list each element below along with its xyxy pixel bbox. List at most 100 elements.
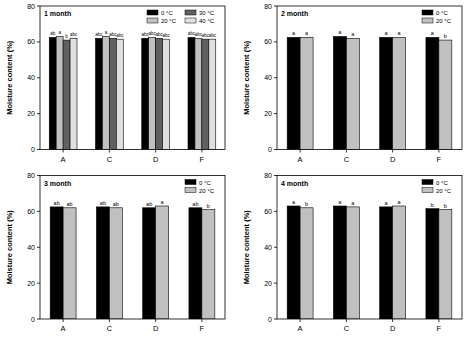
legend-label: 0 °C xyxy=(199,180,211,186)
y-tick xyxy=(274,113,277,114)
bar xyxy=(116,39,123,149)
y-tick xyxy=(37,149,40,150)
y-tick-label: 40 xyxy=(264,244,272,251)
y-axis-label: Moisture content (%) xyxy=(242,40,251,115)
significance-letter: a xyxy=(351,31,355,37)
panel: 020406080Moisture content (%)AaaCaaDaaFa… xyxy=(242,3,462,164)
bar xyxy=(189,208,202,319)
bar xyxy=(426,209,439,319)
bars xyxy=(287,36,452,149)
y-tick xyxy=(274,6,277,7)
x-tick-label: F xyxy=(437,155,442,164)
bar xyxy=(96,38,103,149)
bars xyxy=(49,36,216,149)
bar xyxy=(333,36,346,149)
significance-letter: abc xyxy=(162,33,170,38)
legend-swatch xyxy=(185,188,196,193)
x-tick-label: D xyxy=(390,324,396,333)
y-tick-label: 80 xyxy=(264,172,272,179)
y-tick xyxy=(37,41,40,42)
x-tick-label: A xyxy=(61,324,66,333)
legend-swatch xyxy=(185,18,196,23)
bar xyxy=(333,206,346,319)
significance-letter: a xyxy=(292,30,296,36)
bar xyxy=(49,37,56,149)
bar xyxy=(63,208,76,319)
significance-letter: abc xyxy=(209,33,217,38)
legend-label: 0 °C xyxy=(436,10,448,16)
y-tick xyxy=(274,77,277,78)
x-tick-label: F xyxy=(200,324,205,333)
bar xyxy=(300,208,313,319)
x-tick-label: D xyxy=(153,324,159,333)
legend-swatch xyxy=(422,188,433,193)
y-tick-label: 0 xyxy=(268,316,272,323)
x-tick xyxy=(201,319,202,322)
y-tick-label: 20 xyxy=(264,110,272,117)
y-tick-label: 40 xyxy=(27,74,35,81)
panel-title: 3 month xyxy=(44,180,71,187)
x-tick-label: C xyxy=(344,155,350,164)
x-tick-label: F xyxy=(200,155,205,164)
bar xyxy=(300,37,313,149)
x-tick xyxy=(392,150,393,153)
legend-label: 20 °C xyxy=(199,188,215,194)
x-tick xyxy=(438,319,439,322)
bar xyxy=(50,207,63,319)
significance-letter: ab xyxy=(146,201,152,207)
significance-letter: a xyxy=(398,199,402,205)
bar xyxy=(195,38,202,149)
bar xyxy=(188,37,195,149)
bar xyxy=(102,36,109,149)
significance-letter: ab xyxy=(50,31,56,36)
significance-letter: b xyxy=(207,203,210,209)
bar xyxy=(202,210,215,319)
x-tick-label: A xyxy=(298,155,303,164)
significance-letter: a xyxy=(105,30,108,35)
bar xyxy=(393,37,406,149)
y-axis-label: Moisture content (%) xyxy=(5,40,14,115)
bar xyxy=(426,37,439,149)
significance-letter: a xyxy=(292,199,296,205)
x-tick xyxy=(300,150,301,153)
bar xyxy=(346,207,359,319)
panel: 020406080Moisture content (%)AababCababD… xyxy=(5,172,225,333)
y-tick xyxy=(37,175,40,176)
plot-frame xyxy=(40,176,225,320)
significance-letter: b xyxy=(444,203,447,209)
x-tick xyxy=(63,319,64,322)
x-tick xyxy=(392,319,393,322)
bar xyxy=(70,38,77,149)
y-tick-label: 0 xyxy=(31,146,35,153)
significance-letter: a xyxy=(338,29,342,35)
bar xyxy=(380,207,393,319)
y-tick-label: 40 xyxy=(27,244,35,251)
bar xyxy=(109,208,122,319)
x-tick xyxy=(155,150,156,153)
y-tick-label: 20 xyxy=(27,280,35,287)
y-tick xyxy=(274,211,277,212)
y-tick-label: 60 xyxy=(264,208,272,215)
bar xyxy=(209,39,216,149)
significance-letter: a xyxy=(385,30,389,36)
x-tick xyxy=(201,150,202,153)
y-tick xyxy=(37,211,40,212)
y-tick-label: 80 xyxy=(264,3,272,10)
y-tick-label: 80 xyxy=(27,172,35,179)
significance-letter: a xyxy=(338,199,342,205)
y-tick-label: 60 xyxy=(264,38,272,45)
legend-label: 0 °C xyxy=(436,180,448,186)
y-tick xyxy=(274,247,277,248)
legend-label: 0 °C xyxy=(161,10,173,16)
y-tick xyxy=(274,283,277,284)
plot-frame xyxy=(277,6,462,150)
legend-label: 30 °C xyxy=(199,10,215,16)
x-tick-label: C xyxy=(344,324,350,333)
significance-letter: ab xyxy=(67,201,73,207)
legend-label: 40 °C xyxy=(199,18,215,24)
significance-letter: a xyxy=(351,200,355,206)
significance-letter: b xyxy=(444,33,447,39)
bar xyxy=(163,39,170,149)
bar xyxy=(287,206,300,319)
significance-letter: a xyxy=(398,30,402,36)
